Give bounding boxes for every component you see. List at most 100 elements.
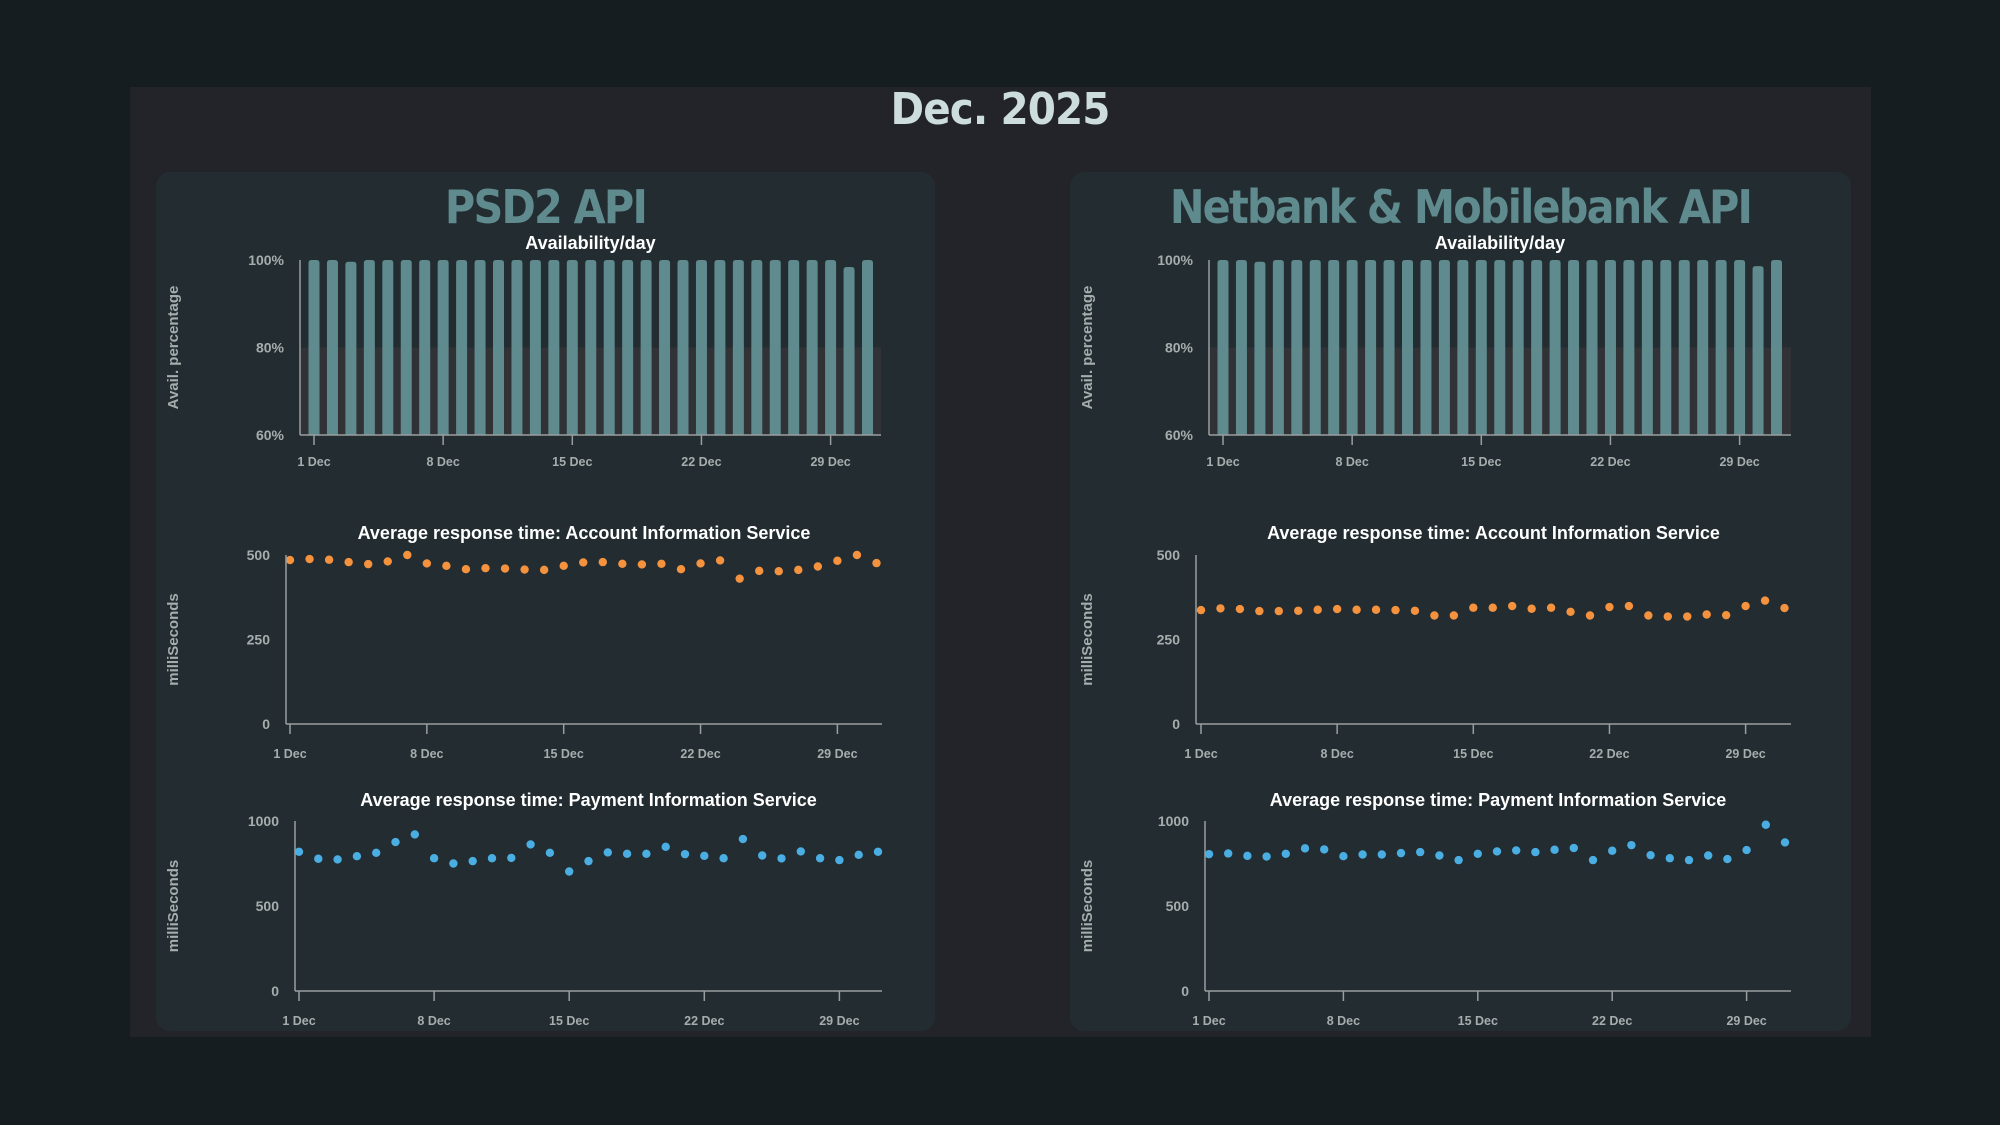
x-tick-label: 15 Dec (552, 455, 592, 469)
panel-netbank-mobilebank-api: Netbank & Mobilebank API Availability/da… (1070, 172, 1851, 1031)
y-tick-label: 250 (247, 632, 271, 648)
availability-bar (1346, 260, 1358, 435)
data-point (305, 554, 314, 564)
data-point (584, 856, 593, 866)
data-point (1281, 849, 1290, 859)
x-tick-label: 1 Dec (273, 747, 306, 761)
data-point (1723, 854, 1732, 864)
x-tick-label: 8 Dec (426, 455, 459, 469)
availability-bar (677, 260, 689, 435)
chart-title: Average response time: Payment Informati… (1270, 790, 1727, 810)
availability-bar (1402, 260, 1413, 435)
data-point (1377, 850, 1386, 859)
x-tick-label: 22 Dec (681, 455, 721, 469)
availability-bar (1291, 260, 1303, 435)
data-point (1300, 844, 1310, 853)
x-tick-label: 15 Dec (549, 1014, 589, 1028)
data-point (872, 558, 881, 568)
data-point (507, 853, 516, 863)
availability-bar (1604, 260, 1616, 435)
data-point (1780, 838, 1790, 847)
data-point (735, 574, 744, 583)
data-point (1663, 612, 1672, 621)
data-point (1430, 611, 1439, 620)
availability-chart: Availability/day 60% 80% 100% Avail. percent… (165, 233, 881, 469)
data-point (696, 559, 705, 568)
data-point (873, 847, 883, 856)
data-point (1391, 605, 1400, 615)
availability-bar (1660, 260, 1672, 435)
availability-bar (456, 260, 468, 435)
availability-bar (437, 260, 449, 435)
availability-bar (806, 260, 818, 435)
data-point (1320, 845, 1329, 854)
data-point (1644, 611, 1653, 620)
availability-bar (751, 260, 763, 435)
data-point (854, 850, 863, 860)
data-point (1627, 840, 1636, 850)
availability-bar (1586, 260, 1598, 435)
data-point (1704, 851, 1713, 860)
availability-chart: Availability/day 60% 80% 100% Avail. percent… (1079, 233, 1791, 469)
availability-bar (493, 260, 504, 435)
availability-bar (640, 260, 652, 435)
y-tick-label: 0 (1172, 716, 1180, 732)
data-point (520, 565, 529, 574)
data-point (1721, 610, 1731, 620)
y-tick-label: 250 (1157, 632, 1181, 648)
availability-bar (843, 267, 855, 435)
data-point (481, 563, 490, 573)
x-tick-label: 22 Dec (1592, 1014, 1632, 1028)
panel-charts-svg: Availability/day 60% 80% 100% Avail. percent… (165, 233, 883, 1028)
data-point (1702, 610, 1711, 619)
data-point (1255, 606, 1264, 616)
chart-title: Availability/day (1435, 233, 1565, 253)
data-point (794, 565, 803, 575)
data-point (661, 842, 670, 852)
data-point (285, 555, 295, 565)
data-point (1546, 603, 1556, 612)
availability-bar (1494, 260, 1506, 435)
data-point (1313, 605, 1322, 614)
y-tick-label: 60% (1165, 427, 1194, 443)
data-point (1608, 846, 1617, 855)
data-point (603, 848, 612, 857)
data-point (1449, 611, 1459, 620)
data-point (545, 848, 555, 857)
x-tick-label: 1 Dec (1184, 747, 1217, 761)
x-tick-label: 29 Dec (1726, 1014, 1766, 1028)
pis-response-chart: Average response time: Payment Informati… (1079, 790, 1791, 1028)
chart-title: Average response time: Account Informati… (358, 523, 811, 543)
data-point (719, 854, 728, 863)
availability-bar (1475, 260, 1487, 435)
data-point (1274, 606, 1283, 616)
availability-bar (603, 260, 615, 435)
data-point (526, 840, 535, 849)
data-point (1224, 849, 1233, 858)
data-point (1569, 843, 1578, 853)
x-tick-label: 22 Dec (684, 1014, 724, 1028)
data-point (1358, 850, 1367, 859)
availability-bar (1383, 260, 1395, 435)
availability-bar (382, 260, 394, 435)
data-point (364, 559, 373, 569)
x-tick-label: 8 Dec (1320, 747, 1353, 761)
data-point (461, 564, 471, 574)
data-point (1469, 603, 1478, 612)
y-tick-label: 100% (1157, 252, 1193, 268)
availability-bar (732, 260, 744, 435)
data-point (1605, 602, 1614, 612)
availability-bar (695, 260, 707, 435)
y-tick-label: 80% (256, 340, 285, 356)
availability-bar (788, 260, 800, 435)
data-point (410, 830, 419, 839)
availability-bar (862, 260, 873, 435)
data-point (813, 562, 823, 571)
y-tick-label: 500 (256, 898, 280, 914)
data-point (324, 555, 334, 564)
data-point (815, 854, 825, 863)
availability-bar (1678, 260, 1690, 435)
data-point (738, 834, 748, 844)
y-tick-label: 60% (256, 427, 285, 443)
availability-bar (1697, 260, 1709, 435)
